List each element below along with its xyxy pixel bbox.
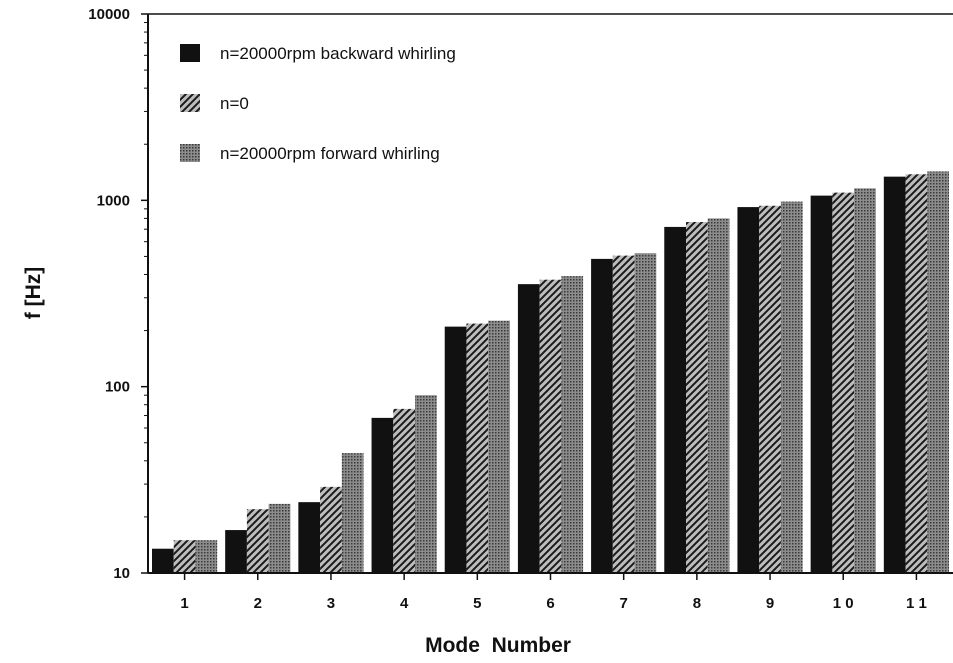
x-tick-label: 9 xyxy=(766,595,774,612)
bar-mode-5-series-2 xyxy=(466,324,488,573)
bar-mode-8-series-3 xyxy=(708,218,730,573)
bar-mode-4-series-3 xyxy=(415,395,437,573)
bar-mode-2-series-1 xyxy=(225,530,247,573)
bar-mode-6-series-3 xyxy=(561,276,583,573)
bar-mode-4-series-1 xyxy=(372,418,394,573)
bar-mode-1-series-2 xyxy=(174,540,196,573)
legend: n=20000rpm backward whirling n=0 n=20000rp… xyxy=(180,44,456,163)
bar-mode-8-series-2 xyxy=(686,222,708,573)
x-tick-label: 1 0 xyxy=(833,595,854,612)
bar-mode-1-series-3 xyxy=(195,540,217,573)
bar-mode-11-series-2 xyxy=(906,174,928,573)
bar-mode-11-series-3 xyxy=(927,171,949,573)
x-tick-label: 6 xyxy=(546,595,554,612)
bar-mode-8-series-1 xyxy=(664,227,686,573)
y-axis-title: f [Hz] xyxy=(22,267,45,319)
legend-label-series-1: n=20000rpm backward whirling xyxy=(220,44,456,63)
bar-mode-3-series-2 xyxy=(320,487,342,573)
x-tick-label: 2 xyxy=(254,595,262,612)
bar-mode-2-series-2 xyxy=(247,509,269,573)
bars-layer xyxy=(152,171,949,573)
legend-label-series-3: n=20000rpm forward whirling xyxy=(220,144,440,163)
x-tick-label: 3 xyxy=(327,595,335,612)
bar-mode-5-series-3 xyxy=(488,321,510,573)
x-ticks-layer: 1 2 3 4 5 6 7 8 9 1 0 1 1 xyxy=(180,573,926,612)
y-tick-label: 10 xyxy=(113,565,130,582)
x-tick-label: 7 xyxy=(620,595,628,612)
bar-mode-6-series-2 xyxy=(540,280,562,573)
x-tick-label: 8 xyxy=(693,595,701,612)
bar-mode-5-series-1 xyxy=(445,327,467,573)
bar-mode-9-series-2 xyxy=(759,206,781,573)
x-tick-label: 1 1 xyxy=(906,595,927,612)
bar-mode-2-series-3 xyxy=(269,504,291,573)
bar-mode-3-series-3 xyxy=(342,453,364,573)
legend-swatch-series-1 xyxy=(180,44,200,62)
x-axis-title: Mode Number xyxy=(425,634,571,657)
legend-label-series-2: n=0 xyxy=(220,94,249,113)
y-tick-label: 10000 xyxy=(88,6,130,23)
bar-mode-1-series-1 xyxy=(152,549,174,573)
bar-mode-9-series-3 xyxy=(781,202,803,573)
x-tick-label: 5 xyxy=(473,595,481,612)
bar-mode-3-series-1 xyxy=(298,502,320,573)
y-tick-label: 100 xyxy=(105,379,130,396)
bar-mode-10-series-2 xyxy=(832,193,854,573)
y-ticks-layer: 10 100 1000 10000 xyxy=(88,6,148,582)
bar-mode-4-series-2 xyxy=(393,409,415,573)
legend-swatch-series-2 xyxy=(180,94,200,112)
legend-swatch-series-3 xyxy=(180,144,200,162)
bar-mode-10-series-1 xyxy=(811,196,833,573)
bar-mode-7-series-2 xyxy=(613,256,635,573)
x-tick-label: 4 xyxy=(400,595,409,612)
y-tick-label: 1000 xyxy=(97,192,130,209)
bar-mode-6-series-1 xyxy=(518,284,540,573)
bar-mode-11-series-1 xyxy=(884,177,906,573)
x-tick-label: 1 xyxy=(180,595,188,612)
bar-mode-10-series-3 xyxy=(854,188,876,573)
bar-mode-7-series-3 xyxy=(635,253,657,573)
bar-mode-7-series-1 xyxy=(591,259,613,573)
bar-mode-9-series-1 xyxy=(737,207,759,573)
